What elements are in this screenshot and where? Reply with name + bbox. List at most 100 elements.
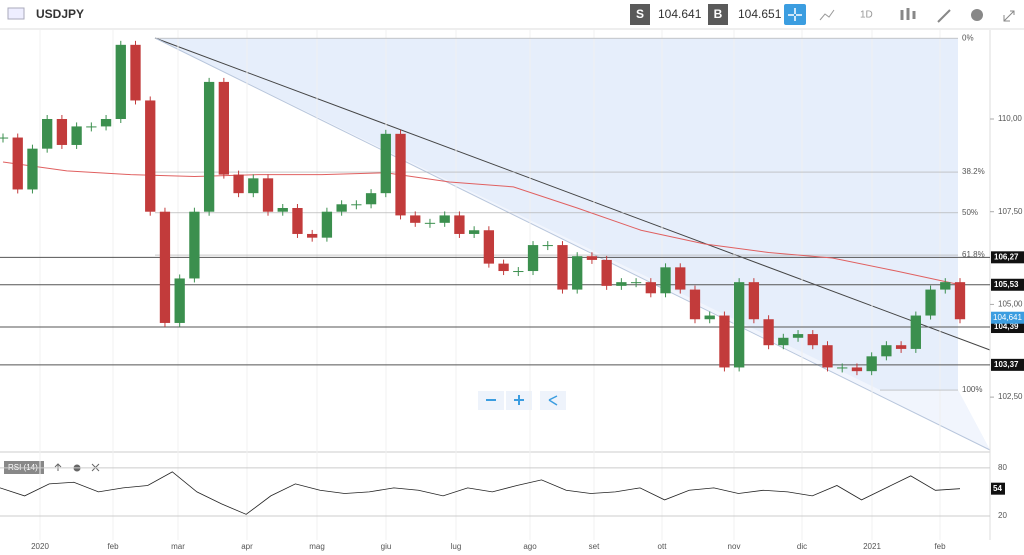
sell-button[interactable] xyxy=(630,4,650,25)
candle xyxy=(71,126,82,145)
rsi-line xyxy=(0,471,961,515)
trend-line xyxy=(154,37,991,351)
candle xyxy=(380,133,391,194)
candle xyxy=(145,100,156,212)
fib-label: 100% xyxy=(962,385,982,394)
share[interactable] xyxy=(540,391,566,410)
candle xyxy=(925,289,936,316)
candle-icon[interactable] xyxy=(900,8,916,20)
level-label: 104,39 xyxy=(994,322,1019,331)
candle xyxy=(454,215,465,234)
settings-icon[interactable] xyxy=(971,9,983,21)
level-tag xyxy=(991,321,1024,334)
candle xyxy=(660,267,671,294)
candle xyxy=(557,245,568,290)
buy-button[interactable] xyxy=(708,4,728,25)
candle xyxy=(822,345,833,368)
candle xyxy=(704,315,715,320)
candle xyxy=(513,271,524,273)
candle xyxy=(233,174,244,194)
candle xyxy=(100,118,112,127)
plus-icon xyxy=(514,395,524,405)
last-price-tag xyxy=(991,311,1024,324)
fullscreen-icon[interactable] xyxy=(1003,10,1015,22)
candle xyxy=(159,211,171,323)
candle xyxy=(336,204,347,212)
y-tick-label: 105,00 xyxy=(998,300,1023,309)
x-tick-label: feb xyxy=(107,542,119,551)
fib-label: 61.8% xyxy=(962,250,985,259)
flag-icon xyxy=(7,7,25,20)
candle xyxy=(27,148,38,190)
share-icon xyxy=(548,395,558,406)
x-tick-label: feb xyxy=(934,542,946,551)
x-tick-label: giu xyxy=(381,542,392,551)
fib-label: 38.2% xyxy=(962,167,985,176)
x-tick-label: set xyxy=(589,542,600,551)
candle xyxy=(866,356,877,372)
candle xyxy=(778,337,789,346)
candle xyxy=(895,345,907,349)
fib-label: 50% xyxy=(962,208,978,217)
candle xyxy=(851,367,863,372)
candle xyxy=(763,319,774,346)
fib-diagonal xyxy=(154,37,991,451)
buy-price: 104.651 xyxy=(738,7,782,21)
candle xyxy=(630,282,642,284)
toolbar: USDJPY S 104.641 B 104.651 1D xyxy=(0,0,1024,30)
moving-average xyxy=(2,161,961,286)
candle xyxy=(248,178,259,194)
candle xyxy=(115,44,126,119)
x-tick-label: mag xyxy=(309,542,325,551)
candle xyxy=(307,233,318,238)
candle xyxy=(365,193,377,205)
candle xyxy=(645,282,656,294)
candle xyxy=(542,245,553,247)
candle xyxy=(572,256,583,290)
candle xyxy=(498,263,509,272)
x-tick-label: mar xyxy=(171,542,185,551)
candle xyxy=(881,345,892,357)
crosshair-button[interactable] xyxy=(784,4,806,25)
buy-label: B xyxy=(714,7,723,21)
sell-price: 104.641 xyxy=(658,7,702,21)
candle xyxy=(218,81,229,175)
candle xyxy=(0,137,9,139)
symbol[interactable]: USDJPY xyxy=(36,7,84,21)
x-tick-label: apr xyxy=(241,542,253,551)
level-label: 105,53 xyxy=(994,280,1019,289)
level-tag xyxy=(991,251,1024,264)
level-label: 103,37 xyxy=(994,360,1019,369)
x-tick-label: lug xyxy=(451,542,462,551)
fib-label: 0% xyxy=(962,33,974,42)
timeframe[interactable]: 1D xyxy=(860,10,873,21)
chart-type-icon[interactable] xyxy=(819,9,835,21)
candle xyxy=(410,215,421,223)
candle xyxy=(910,315,921,349)
draw-icon[interactable] xyxy=(937,9,951,23)
candle xyxy=(42,118,53,149)
candle xyxy=(807,334,818,346)
sell-label: S xyxy=(636,7,644,21)
candle xyxy=(792,334,804,338)
candle xyxy=(586,256,598,260)
candle xyxy=(395,133,406,216)
x-tick-label: dic xyxy=(797,542,807,551)
candle xyxy=(468,230,480,234)
y-tick-label: 102,50 xyxy=(998,392,1023,401)
candle xyxy=(527,245,539,272)
candle xyxy=(174,278,185,323)
candle xyxy=(424,222,436,224)
last-price-label: 104,641 xyxy=(993,313,1022,322)
level-label: 106,27 xyxy=(994,252,1019,261)
candle xyxy=(203,81,215,212)
x-tick-label: 2021 xyxy=(863,542,881,551)
candle xyxy=(321,211,333,238)
price-panel xyxy=(154,37,991,451)
candle xyxy=(189,211,200,279)
x-tick-label: 2020 xyxy=(31,542,49,551)
candle xyxy=(954,282,966,320)
candle xyxy=(130,44,141,101)
candle xyxy=(719,315,730,368)
rsi-last-label: 54 xyxy=(993,484,1002,493)
